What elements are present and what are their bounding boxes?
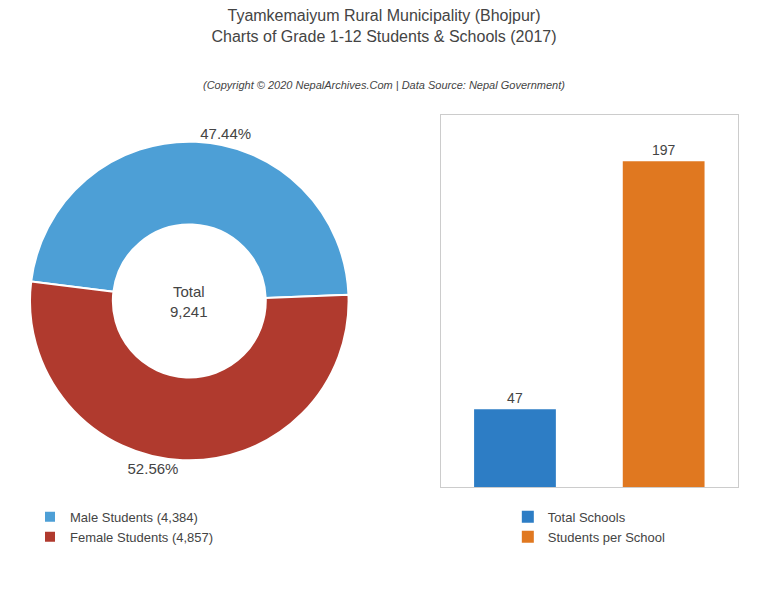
svg-text:Total9,241: Total9,241 [170, 283, 208, 320]
svg-text:Female Students (4,857): Female Students (4,857) [70, 530, 213, 545]
svg-text:47: 47 [507, 390, 523, 406]
svg-text:Male Students (4,384): Male Students (4,384) [70, 510, 198, 525]
svg-text:Tyamkemaiyum Rural Municipalit: Tyamkemaiyum Rural Municipality (Bhojpur… [211, 7, 556, 45]
svg-text:47.44%: 47.44% [200, 125, 251, 142]
svg-text:Students per School: Students per School [548, 530, 665, 545]
svg-text:(Copyright © 2020 NepalArchive: (Copyright © 2020 NepalArchives.Com | Da… [203, 79, 565, 91]
svg-text:197: 197 [652, 142, 676, 158]
svg-text:52.56%: 52.56% [128, 460, 179, 477]
svg-text:Total Schools: Total Schools [548, 510, 626, 525]
